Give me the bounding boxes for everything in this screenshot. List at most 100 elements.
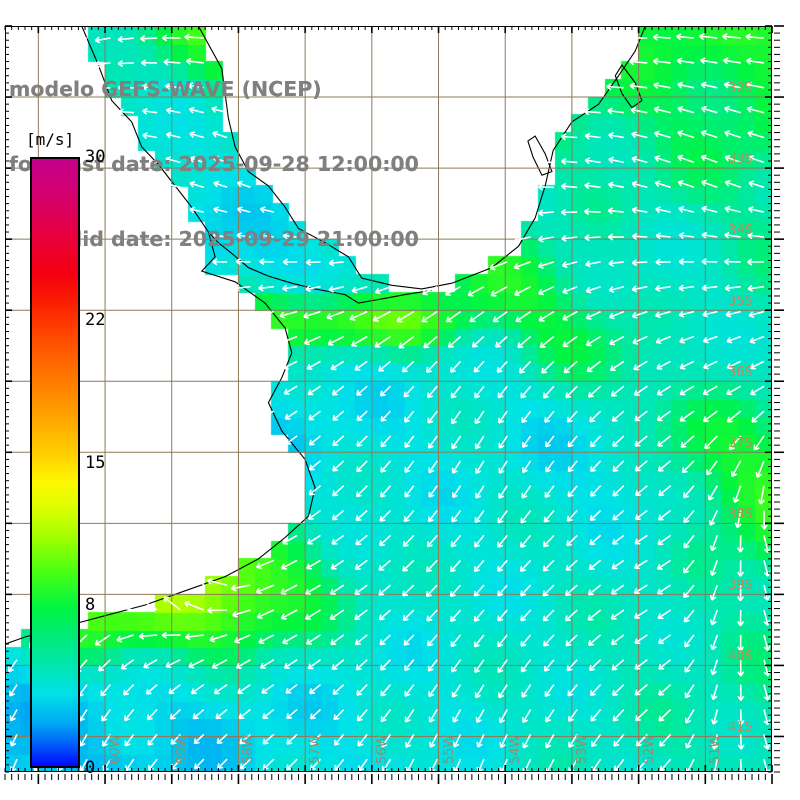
wind-arrow [194, 758, 205, 770]
wind-arrow [631, 232, 648, 240]
wind-arrow [427, 435, 438, 449]
wind-arrow [421, 310, 438, 323]
wind-arrow [236, 180, 251, 189]
wind-arrow [724, 154, 741, 164]
wind-arrow [614, 758, 625, 772]
wind-arrow [631, 259, 648, 267]
wind-arrow [612, 485, 625, 497]
wind-arrow [354, 584, 368, 595]
wind-arrow [306, 534, 321, 545]
wind-arrow [709, 560, 719, 577]
wind-arrow [209, 634, 228, 643]
wind-arrow [656, 360, 671, 370]
wind-arrow [474, 684, 485, 699]
wind-arrow [566, 509, 578, 522]
wind-arrow [94, 60, 111, 68]
wind-arrow [606, 83, 624, 91]
wind-arrow [537, 261, 555, 269]
wind-arrow [542, 534, 555, 548]
wind-arrow [542, 385, 555, 399]
wind-arrow [261, 683, 275, 694]
wind-arrow [585, 335, 602, 347]
coastline-path [527, 135, 553, 176]
wind-arrow [701, 179, 718, 189]
map-plot-area[interactable]: 61W60W59W58W57W56W55W54W53W52W51W32S33S3… [5, 26, 772, 772]
lon-label-56W: 56W [374, 734, 390, 764]
wind-arrow [566, 410, 578, 423]
wind-arrow [356, 684, 368, 696]
wind-arrow [259, 659, 275, 669]
title-model-line: modelo GEFS-WAVE (NCEP) [9, 77, 322, 101]
wind-arrow [737, 759, 745, 772]
wind-arrow [428, 485, 438, 498]
wind-arrow [634, 659, 648, 670]
wind-arrow [760, 510, 768, 530]
wind-arrow [309, 708, 322, 720]
wind-arrow [329, 609, 345, 620]
wind-arrow [634, 708, 648, 722]
colorbar[interactable] [30, 157, 80, 768]
wind-arrow [749, 335, 765, 344]
wind-arrow [404, 435, 415, 448]
wind-arrow [490, 285, 508, 297]
wind-arrow [707, 485, 718, 501]
wind-arrow [163, 58, 181, 66]
wind-arrow [405, 758, 415, 772]
colorbar-unit-label: [m/s] [26, 130, 75, 149]
wind-arrow [538, 235, 555, 243]
wind-arrow [190, 683, 205, 695]
wind-arrow [349, 310, 368, 321]
wind-arrow [473, 584, 485, 597]
wind-arrow [520, 584, 532, 597]
wind-arrow [285, 683, 298, 694]
wind-arrow [283, 659, 298, 669]
wind-arrow [634, 410, 648, 422]
wind-arrow [212, 232, 228, 240]
wind-arrow [211, 106, 228, 114]
wind-arrow [402, 534, 415, 547]
wind-arrow [473, 609, 485, 622]
wind-arrow [165, 181, 181, 189]
wind-arrow [590, 708, 602, 722]
wind-arrow [654, 310, 671, 319]
wind-arrow [354, 634, 368, 646]
wind-arrow [607, 233, 624, 241]
wind-arrow [517, 335, 532, 349]
wind-arrow [710, 634, 719, 651]
wind-arrow [585, 310, 601, 320]
wind-arrow [586, 360, 602, 373]
wind-arrow [303, 310, 321, 320]
wind-arrow [213, 683, 228, 695]
wind-arrow [279, 310, 298, 319]
wind-arrow [701, 205, 718, 213]
wind-arrow [755, 460, 765, 478]
wind-arrow [631, 180, 648, 189]
wind-arrow [737, 709, 745, 726]
wind-arrow [451, 659, 462, 673]
wind-arrow [684, 659, 695, 673]
wind-arrow [332, 684, 345, 695]
wind-arrow [763, 659, 771, 677]
wind-arrow [700, 130, 718, 139]
wind-arrow [282, 284, 298, 292]
wind-arrow [654, 155, 671, 164]
wind-arrow [452, 733, 462, 748]
wind-arrow [706, 460, 718, 476]
wind-arrow [657, 534, 672, 546]
wind-arrow [634, 509, 648, 521]
wind-arrow [610, 634, 625, 646]
wind-arrow [701, 258, 718, 266]
wind-arrow [701, 231, 718, 239]
wind-arrow [117, 84, 134, 92]
wind-arrow [676, 33, 695, 41]
wind-arrow [633, 559, 648, 570]
wind-arrow [187, 82, 204, 90]
wind-arrow [703, 360, 718, 370]
wind-arrow [475, 485, 485, 499]
wind-arrow [378, 534, 392, 547]
wind-arrow [700, 105, 718, 114]
wind-arrow [585, 260, 601, 268]
wind-arrow [449, 360, 462, 373]
wind-arrow [539, 335, 555, 349]
wind-arrow [634, 460, 648, 472]
